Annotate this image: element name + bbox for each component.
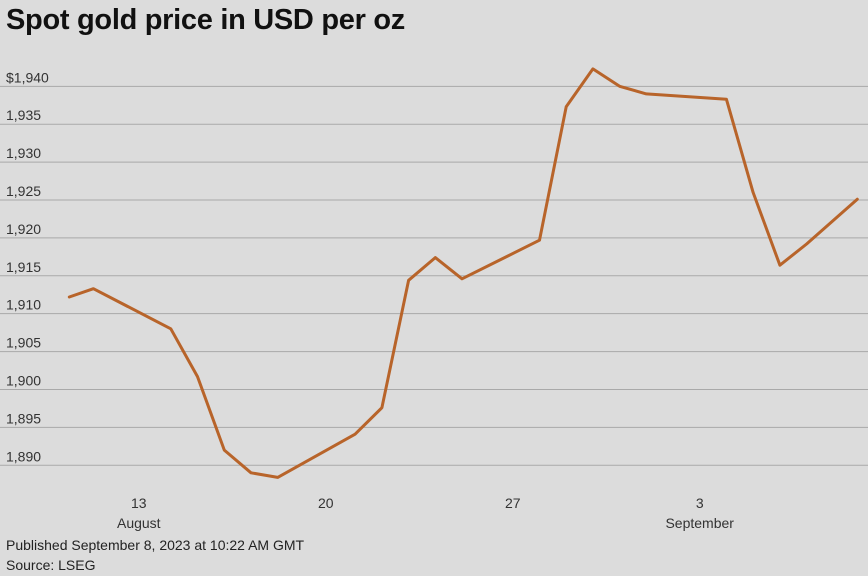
- y-tick-label: 1,915: [6, 259, 41, 275]
- y-tick-label: 1,900: [6, 372, 41, 388]
- data-series: [67, 67, 859, 479]
- x-tick-label: 20: [318, 495, 334, 511]
- line-chart: 1,890 1,895 1,900 1,905 1,910 1,915 1,920 1,925…: [0, 67, 868, 531]
- y-tick-label: 1,895: [6, 410, 41, 426]
- x-tick-month-label: September: [665, 515, 734, 531]
- x-tick-label: 13: [131, 495, 147, 511]
- y-tick-label: $1,940: [6, 69, 49, 85]
- y-tick-label: 1,910: [6, 297, 41, 313]
- gridlines: [0, 85, 868, 466]
- x-tick-label: 27: [505, 495, 521, 511]
- source-note: Source: LSEG: [6, 557, 96, 573]
- published-note: Published September 8, 2023 at 10:22 AM …: [6, 537, 305, 553]
- y-tick-label: 1,925: [6, 183, 41, 199]
- y-tick-label: 1,890: [6, 448, 41, 464]
- y-tick-label: 1,920: [6, 221, 41, 237]
- x-axis-ticks: 13 August 20 27 3 September: [117, 495, 734, 531]
- x-tick-label: 3: [696, 495, 704, 511]
- x-tick-month-label: August: [117, 515, 161, 531]
- y-tick-label: 1,935: [6, 107, 41, 123]
- chart-title: Spot gold price in USD per oz: [6, 4, 405, 36]
- series-line: [67, 67, 859, 479]
- y-tick-label: 1,930: [6, 145, 41, 161]
- y-tick-label: 1,905: [6, 335, 41, 351]
- y-axis-ticks: 1,890 1,895 1,900 1,905 1,910 1,915 1,920 1,925…: [6, 69, 49, 464]
